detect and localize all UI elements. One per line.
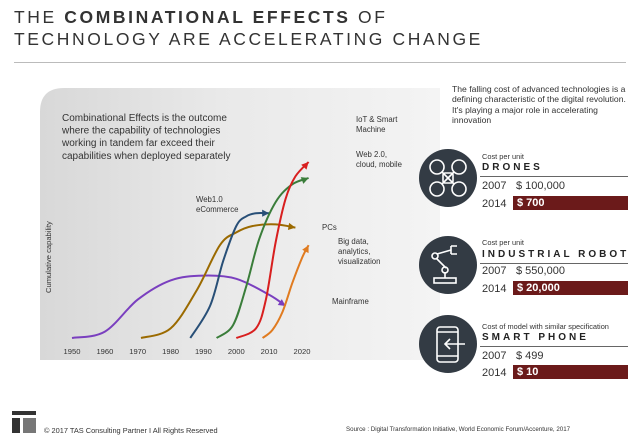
series-label-pcs: PCs [322,223,337,232]
chart-background [40,88,440,360]
title-line-1: THE COMBINATIONAL EFFECTS OF [14,6,483,28]
series-line-big-data [261,244,310,339]
x-tick-label: 1990 [195,347,212,356]
x-tick-label: 2010 [261,347,278,356]
series-label-iot: IoT & Smart Machine [356,115,398,134]
robot-value-2014: $ 20,000 [513,281,628,295]
capability-chart: Cumulative capability 1950 1960 1970 1980 19… [40,88,440,360]
drones-year-2007: 2007 [482,180,507,192]
drones-value-2014: $ 700 [513,196,628,210]
robot-year-2014: 2014 [482,283,507,295]
title-line-2: TECHNOLOGY ARE ACCELERATING CHANGE [14,29,483,49]
drones-value-2007: $ 100,000 [516,180,565,192]
phone-divider [480,346,628,347]
intro-text: The falling cost of advanced technologie… [452,84,626,126]
robot-value-2007: $ 550,000 [516,265,565,277]
x-tick-label: 2020 [294,347,311,356]
smartphone-icon [419,315,477,373]
title-divider [14,62,626,63]
x-tick-label: 1980 [162,347,179,356]
phone-title: SMART PHONE [482,332,589,343]
source-text: Source : Digital Transformation Initiati… [346,426,571,433]
series-line-pcs [140,223,296,339]
series-label-mainframe: Mainframe [332,297,369,306]
robot-cost-label: Cost per unit [482,238,524,247]
copyright-text: © 2017 TAS Consulting Partner I All Righ… [44,426,218,435]
series-arrow-web2-0 [300,177,309,184]
x-tick-label: 1960 [96,347,113,356]
phone-year-2014: 2014 [482,367,507,379]
drones-divider [480,176,628,177]
title-post: OF [350,7,388,27]
chart-panel: Cumulative capability 1950 1960 1970 1980 19… [40,88,440,360]
drones-cost-label: Cost per unit [482,152,524,161]
series-label-big-data: Big data, analytics, visualization [338,237,380,266]
x-tick-label: 2000 [228,347,245,356]
series-arrow-big-data [302,245,309,254]
phone-year-2007: 2007 [482,350,507,362]
series-label-web2-0: Web 2.0, cloud, mobile [356,150,402,169]
x-tick-label: 1950 [64,347,81,356]
series-label-web1-0: Web1.0 eCommerce [196,195,238,214]
series-arrow-web1-0 [262,209,270,217]
robot-title: INDUSTRIAL ROBOT [482,249,630,260]
company-logo [12,411,36,433]
title-pre: THE [14,7,65,27]
drones-title: DRONES [482,162,543,173]
phone-value-2014: $ 10 [513,365,628,379]
drones-year-2014: 2014 [482,198,507,210]
drone-icon [419,149,477,207]
series-arrow-pcs [287,222,296,231]
phone-value-2007: $ 499 [516,350,544,362]
series-arrow-mainframe [277,299,286,306]
robot-divider [480,263,628,264]
page-title: THE COMBINATIONAL EFFECTS OF TECHNOLOGY … [14,6,483,50]
phone-cost-label: Cost of model with similar specification [482,322,609,331]
x-tick-label: 1970 [129,347,146,356]
series-arrow-iot [301,162,309,170]
title-bold: COMBINATIONAL EFFECTS [64,7,351,27]
robot-arm-icon [419,236,477,294]
robot-year-2007: 2007 [482,265,507,277]
y-axis-label: Cumulative capability [44,221,53,293]
series-line-web1-0 [189,211,270,339]
series-line-iot [235,161,310,339]
chart-annotation: Combinational Effects is the outcome wher… [61,113,230,162]
